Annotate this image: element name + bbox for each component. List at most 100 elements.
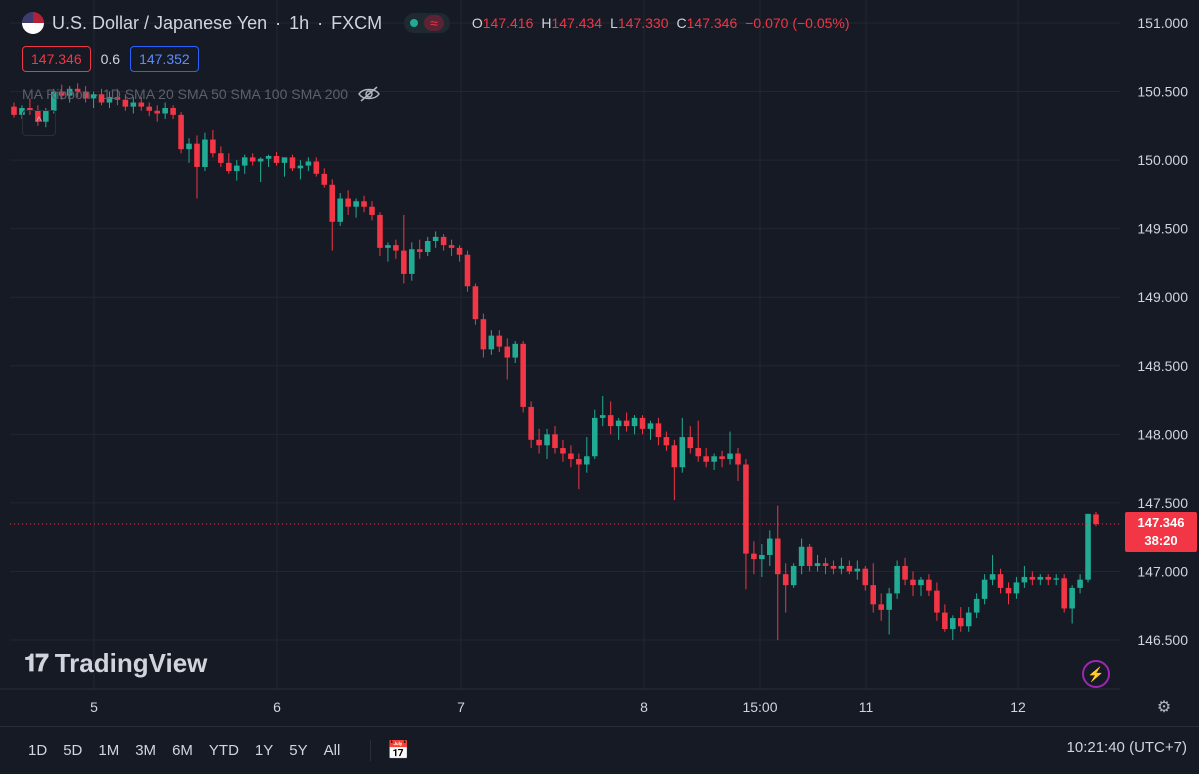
range-button-3m[interactable]: 3M — [135, 742, 157, 759]
candle-body — [544, 434, 550, 446]
candle-body — [902, 565, 908, 580]
calendar-range-icon[interactable]: 📅 — [370, 740, 410, 761]
lightning-icon[interactable]: ⚡ — [1082, 660, 1110, 688]
candle — [1005, 582, 1012, 605]
candle-body — [361, 201, 367, 207]
close-label: C — [676, 15, 687, 31]
brand-name: TradingView — [54, 648, 208, 678]
candle-body — [1021, 576, 1028, 583]
candle-body — [58, 91, 65, 96]
candle — [926, 574, 932, 597]
candle-body — [369, 206, 375, 215]
candle — [798, 538, 805, 575]
last-price-value: 147.346 — [1137, 515, 1185, 530]
range-button-1d[interactable]: 1D — [28, 742, 48, 759]
candle — [416, 239, 423, 259]
candle-body — [790, 565, 797, 586]
price-tick-label: 148.500 — [1137, 358, 1188, 374]
header-separator: · — [275, 12, 282, 33]
candle-body — [313, 161, 320, 174]
candle — [146, 102, 153, 117]
candle-body — [981, 579, 988, 599]
candle-body — [416, 249, 423, 252]
time-tick-label: 15:00 — [742, 699, 777, 715]
candle-body — [480, 319, 487, 350]
close-value: 147.346 — [686, 15, 738, 31]
candle — [313, 157, 320, 177]
candle — [74, 83, 81, 98]
candle-body — [997, 574, 1004, 588]
candle-body — [106, 97, 113, 103]
collapse-legend-button[interactable]: ^ — [22, 110, 56, 136]
candle-body — [210, 139, 216, 154]
eye-off-icon[interactable] — [358, 86, 380, 102]
indicator-legend[interactable]: MA Ribbon · 1D SMA 20 SMA 50 SMA 100 SMA… — [22, 86, 380, 102]
candle-body — [337, 198, 343, 222]
candle — [265, 154, 272, 167]
range-button-6m[interactable]: 6M — [172, 742, 193, 759]
clock[interactable]: 10:21:40 (UTC+7) — [1066, 739, 1187, 756]
interval-label[interactable]: 1h — [289, 12, 310, 33]
candle-body — [759, 554, 765, 560]
candle-body — [1045, 576, 1052, 580]
low-label: L — [610, 15, 618, 31]
candle — [122, 94, 129, 111]
candle-body — [512, 343, 519, 358]
candle-body — [74, 88, 81, 92]
range-button-1y[interactable]: 1Y — [254, 742, 274, 759]
range-button-all[interactable]: All — [323, 742, 341, 759]
candle — [846, 560, 853, 575]
candle — [409, 242, 415, 281]
candle-body — [1005, 587, 1012, 594]
buy-button[interactable]: 147.352 — [130, 46, 199, 72]
candle-body — [186, 143, 192, 150]
range-button-5y[interactable]: 5Y — [289, 742, 308, 759]
low-value: 147.330 — [617, 15, 669, 31]
high-label: H — [541, 15, 552, 31]
candle — [655, 417, 662, 446]
candle-body — [305, 161, 312, 166]
candle-body — [934, 590, 940, 613]
range-button-ytd[interactable]: YTD — [208, 742, 239, 759]
indicator-label[interactable]: MA Ribbon · 1D SMA 20 SMA 50 SMA 100 SMA… — [22, 86, 349, 102]
candle-body — [1077, 579, 1083, 588]
market-status-pill[interactable]: ≈ — [404, 13, 450, 33]
candle-body — [910, 579, 916, 586]
candle-body — [950, 618, 956, 630]
price-tick-label: 146.500 — [1137, 632, 1188, 648]
candle — [1061, 574, 1067, 613]
candle — [281, 157, 288, 177]
symbol-name[interactable]: U.S. Dollar / Japanese Yen — [52, 12, 268, 33]
candle-body — [385, 245, 391, 248]
tradingview-mark-icon: 𝟏𝟕 — [24, 649, 49, 677]
candle — [623, 412, 630, 432]
candle-body — [448, 245, 455, 248]
candle — [631, 415, 638, 435]
candle — [496, 330, 503, 353]
sell-button[interactable]: 147.346 — [22, 46, 91, 72]
price-tick-label: 150.000 — [1137, 152, 1188, 168]
candle — [671, 439, 678, 501]
candle-body — [82, 91, 89, 99]
candle-body — [154, 110, 160, 114]
open-label: O — [471, 15, 483, 31]
candle — [226, 153, 232, 174]
candle-body — [639, 417, 646, 429]
candle-body — [568, 453, 574, 460]
candle — [98, 88, 105, 106]
candle — [599, 395, 606, 427]
candle-body — [655, 423, 662, 438]
candle-body — [965, 612, 972, 627]
candle-body — [536, 439, 542, 446]
settings-icon[interactable]: ⚙ — [1156, 699, 1172, 716]
candle — [218, 146, 224, 167]
candle — [321, 168, 328, 188]
price-chart[interactable]: 151.000 150.500 150.000 149.500 149.000 148.5… — [0, 0, 1199, 726]
candle — [663, 431, 670, 451]
candle-body — [1085, 513, 1091, 580]
candle-body — [854, 568, 861, 572]
candle — [186, 138, 192, 163]
range-button-5d[interactable]: 5D — [63, 742, 83, 759]
range-button-1m[interactable]: 1M — [98, 742, 120, 759]
candle-body — [146, 106, 153, 111]
